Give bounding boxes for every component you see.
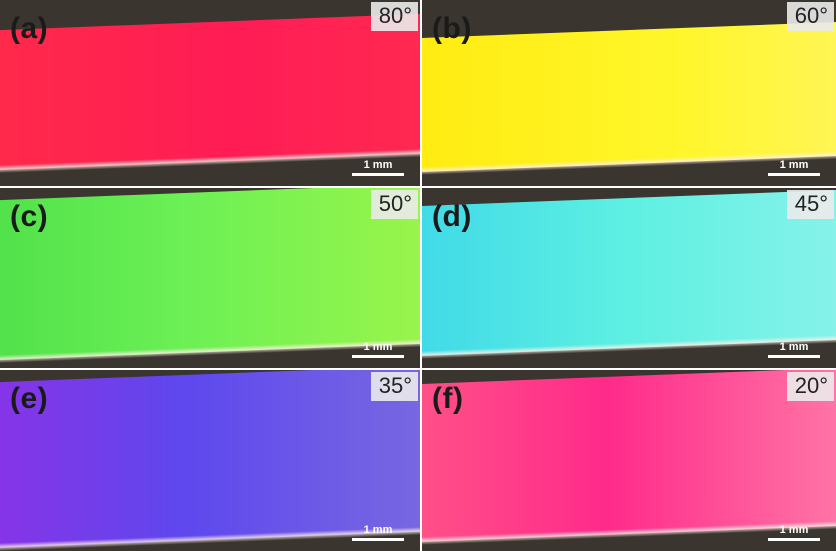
scale-bar: 1 mm [352, 341, 404, 358]
angle-label: 50° [370, 190, 418, 219]
angle-label: 35° [370, 372, 418, 401]
sample-strip-cyan [422, 189, 836, 360]
sample-strip-pink [422, 370, 836, 546]
panel-label: (c) [10, 200, 49, 233]
scale-bar-line [352, 355, 404, 358]
sample-strip-red [0, 13, 420, 174]
scale-bar: 1 mm [352, 524, 404, 541]
panel-label: (d) [432, 200, 472, 233]
sample-strip-violet [0, 370, 420, 551]
panel-f: (f) 20° 1 mm [422, 370, 836, 551]
angle-label: 45° [786, 190, 834, 219]
scale-bar-line [352, 173, 404, 176]
panel-label: (a) [10, 12, 49, 45]
panel-label: (f) [432, 382, 464, 415]
scale-bar: 1 mm [768, 524, 820, 541]
scale-bar-line [768, 355, 820, 358]
scale-bar-text: 1 mm [779, 524, 809, 536]
scale-bar: 1 mm [768, 341, 820, 358]
scale-bar-text: 1 mm [363, 524, 393, 536]
scale-bar-line [768, 538, 820, 541]
sample-strip-yellow [422, 21, 836, 176]
scale-bar-line [352, 538, 404, 541]
angle-label: 80° [370, 2, 418, 31]
panel-b: (b) 60° 1 mm [422, 0, 836, 186]
scale-bar: 1 mm [768, 159, 820, 176]
scale-bar-text: 1 mm [363, 341, 393, 353]
panel-d: (d) 45° 1 mm [422, 188, 836, 368]
scale-bar-text: 1 mm [779, 341, 809, 353]
panel-e: (e) 35° 1 mm [0, 370, 420, 551]
panel-label: (b) [432, 12, 472, 45]
scale-bar: 1 mm [352, 159, 404, 176]
angle-label: 20° [786, 372, 834, 401]
panel-c: (c) 50° 1 mm [0, 188, 420, 368]
scale-bar-text: 1 mm [363, 159, 393, 171]
sample-strip-green [0, 188, 420, 364]
panel-label: (e) [10, 382, 49, 415]
scale-bar-line [768, 173, 820, 176]
angle-label: 60° [786, 2, 834, 31]
panel-a: (a) 80° 1 mm [0, 0, 420, 186]
scale-bar-text: 1 mm [779, 159, 809, 171]
